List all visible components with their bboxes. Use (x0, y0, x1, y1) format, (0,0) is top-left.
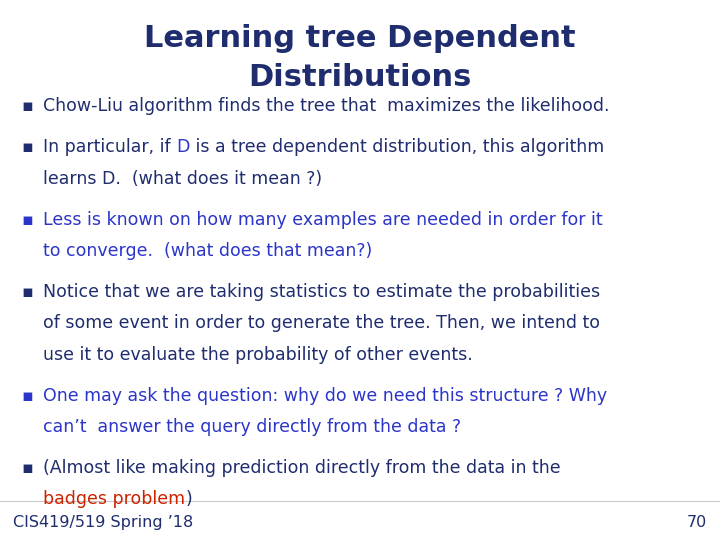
Text: learns D.  (what does it mean ?): learns D. (what does it mean ?) (43, 170, 323, 187)
Text: D: D (176, 138, 189, 156)
Text: One may ask the question: why do we need this structure ? Why: One may ask the question: why do we need… (43, 387, 608, 404)
Text: Notice that we are taking statistics to estimate the probabilities: Notice that we are taking statistics to … (43, 283, 600, 301)
Text: 70: 70 (687, 515, 707, 530)
Text: ▪: ▪ (22, 138, 33, 156)
Text: to converge.  (what does that mean?): to converge. (what does that mean?) (43, 242, 372, 260)
Text: (Almost like making prediction directly from the data in the: (Almost like making prediction directly … (43, 459, 561, 477)
Text: Less is known on how many examples are needed in order for it: Less is known on how many examples are n… (43, 211, 603, 228)
Text: ▪: ▪ (22, 211, 33, 228)
Text: Distributions: Distributions (248, 63, 472, 92)
Text: of some event in order to generate the tree. Then, we intend to: of some event in order to generate the t… (43, 314, 600, 332)
Text: ▪: ▪ (22, 283, 33, 301)
Text: can’t  answer the query directly from the data ?: can’t answer the query directly from the… (43, 418, 462, 436)
Text: ▪: ▪ (22, 97, 33, 115)
Text: use it to evaluate the probability of other events.: use it to evaluate the probability of ot… (43, 346, 473, 363)
Text: CIS419/519 Spring ’18: CIS419/519 Spring ’18 (13, 515, 193, 530)
Text: Learning tree Dependent: Learning tree Dependent (144, 24, 576, 53)
Text: ▪: ▪ (22, 459, 33, 477)
Text: is a tree dependent distribution, this algorithm: is a tree dependent distribution, this a… (189, 138, 604, 156)
Text: ▪: ▪ (22, 387, 33, 404)
Text: badges problem: badges problem (43, 490, 185, 508)
Text: ): ) (185, 490, 192, 508)
Text: Chow-Liu algorithm finds the tree that  maximizes the likelihood.: Chow-Liu algorithm finds the tree that m… (43, 97, 610, 115)
Text: In particular, if: In particular, if (43, 138, 176, 156)
